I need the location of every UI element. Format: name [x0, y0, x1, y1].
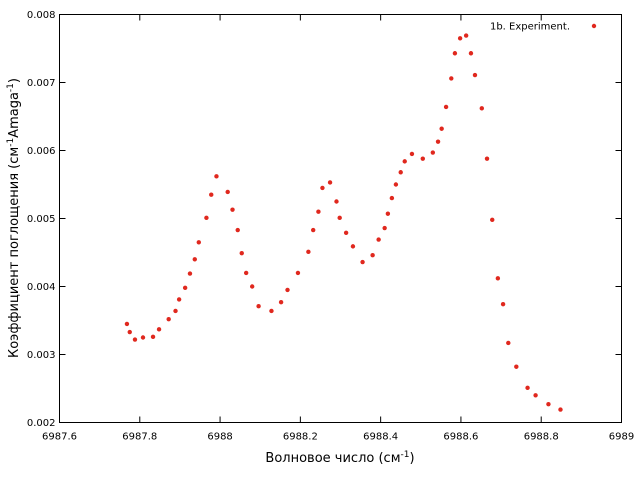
data-point: [490, 217, 495, 223]
y-tick-label: 0.008: [27, 10, 56, 21]
data-point: [430, 150, 436, 155]
data-point: [249, 284, 255, 289]
y-axis-title: Коэффициент поглощения (см-1Amaga-1): [6, 78, 22, 358]
data-point: [243, 270, 249, 276]
data-point: [463, 33, 469, 38]
data-point: [452, 51, 458, 56]
data-point: [204, 215, 209, 221]
data-point: [484, 156, 490, 161]
data-point: [156, 327, 162, 332]
data-point: [360, 259, 365, 265]
data-point: [166, 316, 171, 322]
data-point: [500, 301, 506, 307]
x-axis: 6987.6 6987.8 6988 6988.2 6988.4 6988.6 6988.8…: [42, 14, 634, 443]
x-tick-label: 6988.2: [283, 432, 318, 443]
y-tick-label: 0.005: [27, 214, 56, 225]
data-point: [176, 297, 182, 302]
data-point: [443, 104, 449, 110]
data-point: [514, 364, 519, 369]
data-point: [435, 139, 441, 144]
data-point: [230, 207, 235, 212]
data-point: [350, 244, 356, 249]
data-point: [173, 308, 178, 314]
data-point: [320, 185, 325, 191]
x-tick-label: 6988: [207, 432, 232, 443]
y-tick-label: 0.007: [27, 78, 56, 89]
data-point: [546, 401, 551, 407]
legend-label: 1b. Experiment.: [490, 22, 570, 33]
data-point: [214, 174, 219, 179]
data-point: [472, 72, 478, 78]
x-tick-label: 6987.6: [42, 432, 77, 443]
x-tick-label: 6988.4: [363, 432, 398, 443]
data-point: [150, 334, 156, 340]
data-point: [269, 308, 274, 314]
data-point: [506, 340, 511, 346]
data-point: [187, 271, 193, 276]
data-point: [209, 192, 214, 197]
data-point: [449, 76, 454, 81]
y-tick-label: 0.003: [27, 350, 56, 361]
data-point: [235, 227, 240, 233]
data-point: [420, 156, 425, 161]
data-point: [316, 209, 321, 214]
x-tick-label: 6987.8: [122, 432, 157, 443]
data-point: [495, 276, 501, 281]
data-point: [311, 227, 316, 233]
data-point: [533, 393, 538, 398]
data-point: [376, 237, 381, 242]
y-axis: 0.002 0.003 0.004 0.005 0.006 0.007 0.008: [27, 10, 622, 429]
data-point: [127, 329, 132, 335]
data-point: [192, 257, 197, 262]
data-point: [140, 335, 146, 340]
data-point: [295, 270, 301, 276]
data-point: [343, 230, 349, 235]
data-point: [468, 51, 474, 56]
y-tick-label: 0.002: [27, 418, 56, 429]
data-point: [334, 199, 339, 204]
data-point: [385, 211, 391, 216]
data-point: [439, 126, 444, 131]
data-point: [479, 106, 485, 111]
data-point: [182, 285, 188, 291]
legend-marker: [591, 23, 597, 29]
y-tick-label: 0.004: [27, 282, 56, 293]
data-point: [124, 321, 130, 327]
data-point: [398, 170, 403, 175]
data-point: [256, 304, 261, 309]
data-point: [370, 253, 375, 258]
data-point: [409, 151, 415, 157]
data-point: [225, 189, 230, 195]
data-point: [278, 299, 284, 305]
data-point: [393, 182, 399, 187]
data-point: [402, 159, 407, 164]
x-tick-label: 6988.6: [443, 432, 478, 443]
data-series: [124, 33, 563, 412]
data-point: [457, 36, 463, 41]
x-axis-title: Волновое число (см-1): [265, 450, 414, 466]
data-point: [132, 337, 138, 342]
y-tick-label: 0.006: [27, 146, 56, 157]
x-tick-label: 6989: [609, 432, 634, 443]
data-point: [306, 249, 311, 255]
x-tick-label: 6988.8: [524, 432, 559, 443]
data-point: [337, 215, 342, 221]
data-point: [327, 180, 333, 185]
data-point: [239, 250, 244, 256]
data-point: [389, 195, 395, 201]
data-point: [558, 407, 563, 412]
data-point: [525, 385, 530, 391]
data-point: [196, 240, 201, 245]
data-point: [382, 225, 387, 231]
data-point: [285, 287, 290, 293]
